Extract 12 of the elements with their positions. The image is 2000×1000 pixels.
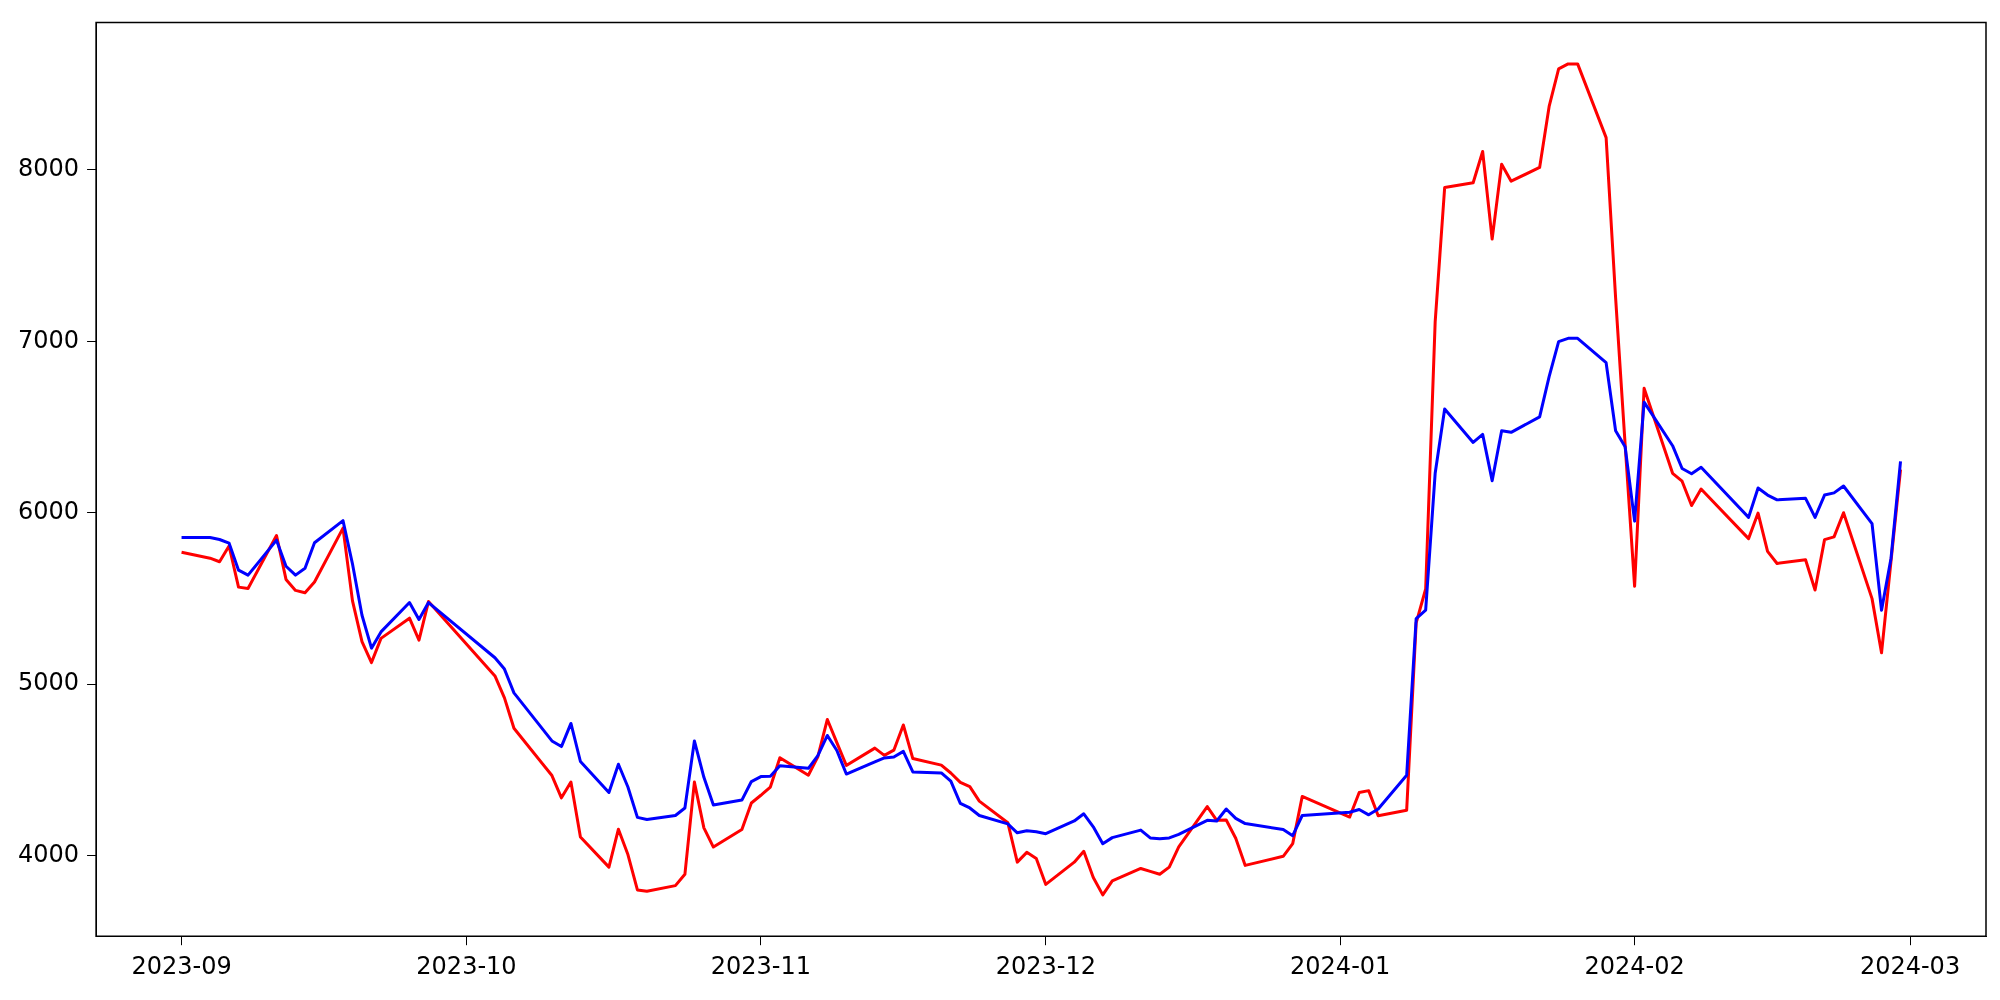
y-tick-label: 4000 <box>18 839 80 868</box>
x-tick-label: 2024-02 <box>1584 951 1685 980</box>
y-tick-label: 6000 <box>18 496 80 525</box>
x-tick-label: 2023-10 <box>416 951 517 980</box>
y-tick-label: 8000 <box>18 154 80 183</box>
x-tick-label: 2024-03 <box>1859 951 1961 980</box>
y-tick-label: 7000 <box>18 325 80 354</box>
x-tick-label: 2024-01 <box>1290 951 1391 980</box>
x-tick-label: 2023-12 <box>995 951 1096 980</box>
x-tick-label: 2023-11 <box>710 951 812 980</box>
x-tick-label: 2023-09 <box>131 951 232 980</box>
y-tick-label: 5000 <box>18 668 80 697</box>
